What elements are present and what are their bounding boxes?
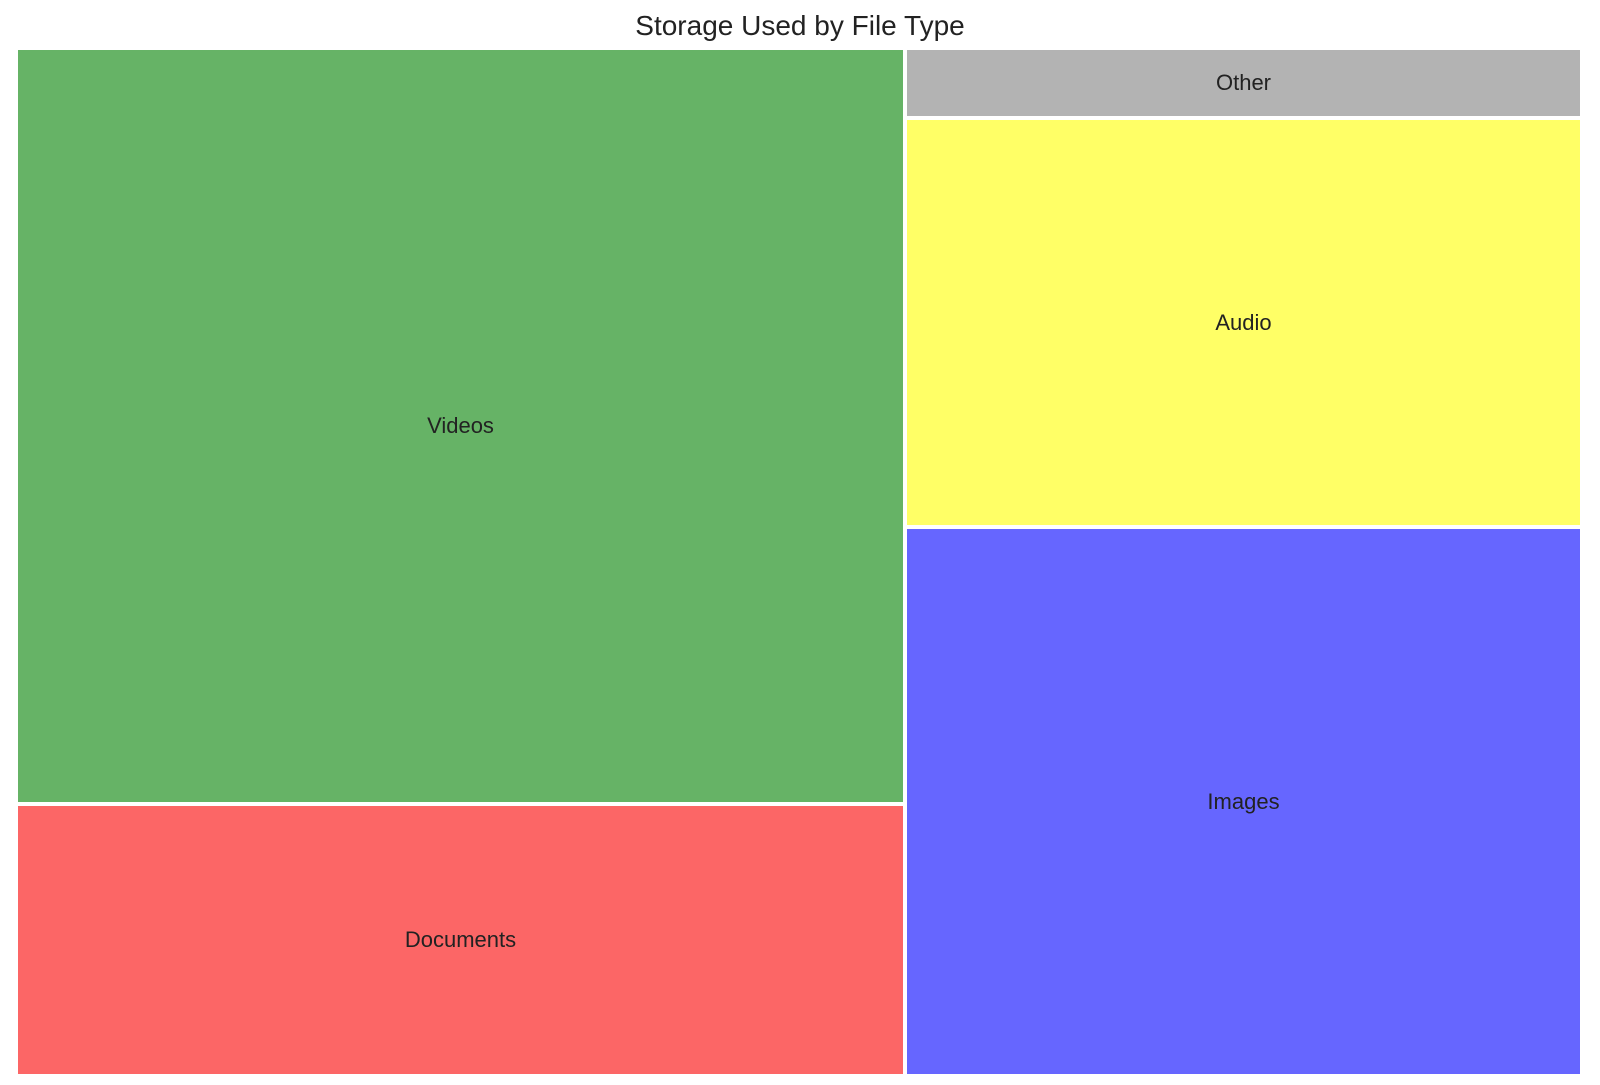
treemap-label-videos: Videos xyxy=(427,413,494,439)
treemap-labels: Videos Documents Other Audio Images xyxy=(18,50,1580,1074)
treemap-label-images: Images xyxy=(1207,789,1279,815)
treemap-label-audio: Audio xyxy=(1215,310,1271,336)
treemap-chart: Storage Used by File Type Videos Document… xyxy=(0,0,1600,1085)
chart-title: Storage Used by File Type xyxy=(0,10,1600,42)
treemap-label-other: Other xyxy=(1216,70,1271,96)
treemap-label-documents: Documents xyxy=(405,927,516,953)
